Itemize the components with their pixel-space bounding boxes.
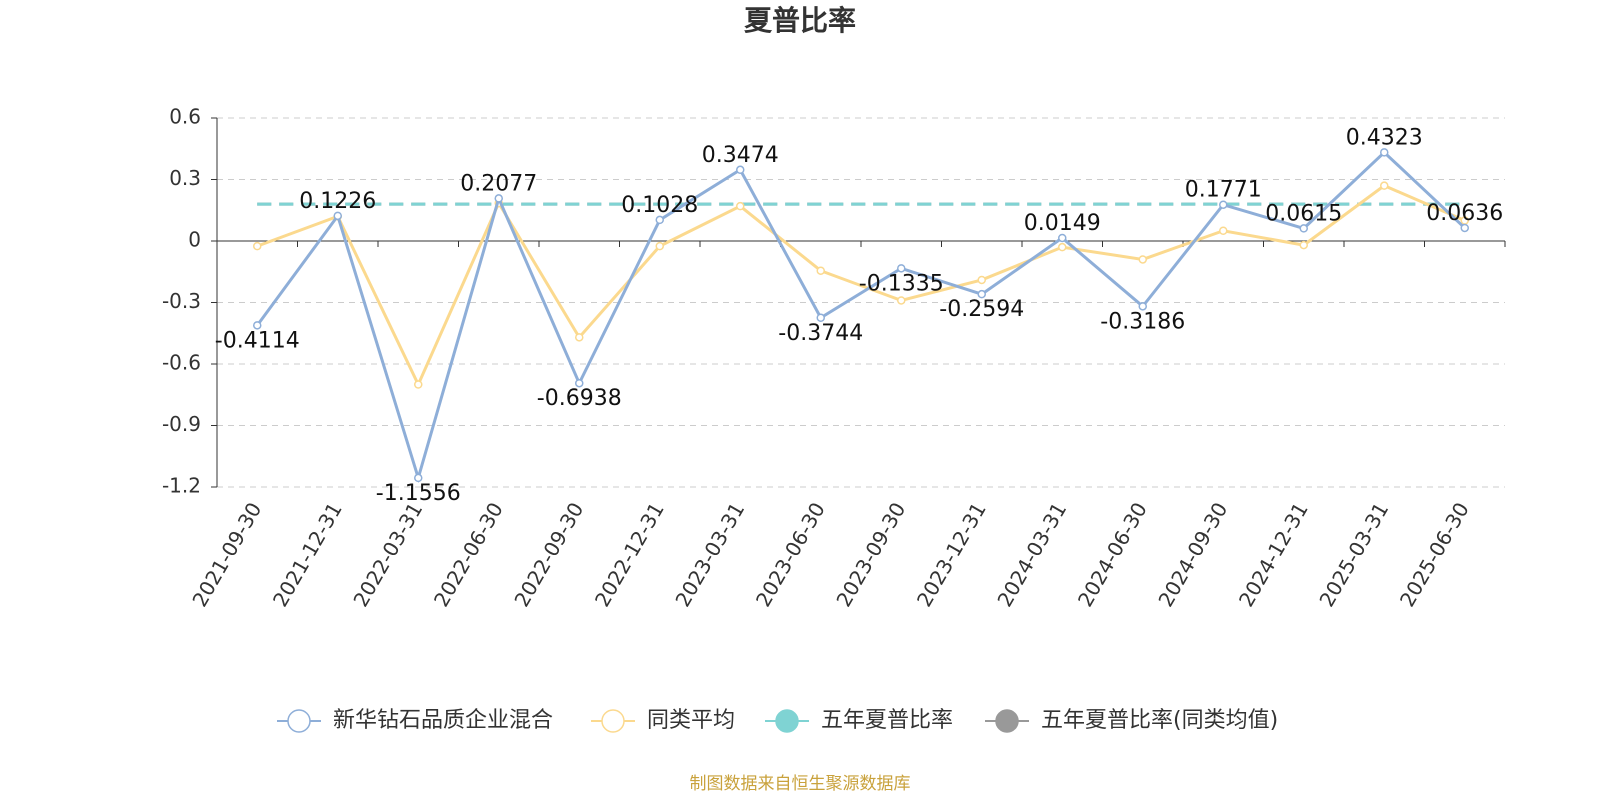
point [1219, 200, 1228, 209]
legend-marker [601, 709, 625, 733]
data-label: 0.1226 [299, 189, 376, 214]
data-label: -0.3744 [778, 321, 863, 346]
point [1138, 255, 1147, 264]
legend-marker [995, 709, 1019, 733]
point [414, 473, 423, 483]
y-tick-label: -0.3 [162, 289, 201, 313]
point [1460, 223, 1469, 233]
point [655, 215, 664, 225]
x-tick-label: 2024-03-31 [992, 498, 1071, 611]
point [816, 313, 825, 323]
x-tick-label: 2025-06-30 [1395, 498, 1474, 611]
point [736, 165, 745, 175]
data-label: -0.4114 [215, 328, 300, 353]
data-label: 0.0615 [1265, 201, 1342, 226]
point [414, 380, 423, 389]
data-label: -0.2594 [939, 297, 1024, 322]
y-tick-label: 0.6 [169, 105, 201, 129]
series-line [256, 150, 1466, 484]
x-tick-label: 2022-03-31 [348, 498, 427, 611]
data-label: 0.0149 [1024, 211, 1101, 236]
y-tick-label: -0.6 [162, 351, 201, 375]
y-tick-label: 0.3 [169, 166, 201, 190]
legend-label: 新华钻石品质企业混合 [333, 708, 553, 733]
point [1380, 181, 1389, 190]
x-tick-label: 2021-09-30 [187, 498, 266, 611]
point [1138, 302, 1147, 311]
point [977, 289, 986, 299]
point [736, 201, 745, 211]
point [333, 211, 342, 221]
point [816, 266, 825, 275]
point [897, 264, 906, 273]
x-tick-label: 2023-09-30 [831, 498, 910, 611]
point [1219, 226, 1228, 235]
legend-label: 五年夏普比率 [821, 708, 953, 733]
point [575, 378, 584, 388]
y-tick-label: 0 [188, 228, 201, 252]
x-tick-label: 2024-06-30 [1073, 498, 1152, 611]
x-tick-label: 2024-09-30 [1153, 498, 1232, 611]
x-tick-label: 2023-03-31 [670, 498, 749, 611]
x-tick-label: 2022-12-31 [590, 498, 669, 611]
legend-marker [287, 709, 311, 733]
x-tick-label: 2023-06-30 [751, 498, 830, 611]
point [494, 194, 503, 203]
data-label: 0.2077 [460, 171, 537, 196]
point [253, 321, 262, 330]
x-tick-label: 2025-03-31 [1314, 498, 1393, 611]
data-label: -0.1335 [859, 271, 944, 296]
y-tick-label: -0.9 [162, 412, 201, 436]
x-tick-label: 2024-12-31 [1234, 498, 1313, 611]
data-label: -1.1556 [376, 481, 461, 506]
data-label: 0.4323 [1346, 125, 1423, 150]
x-tick-label: 2023-12-31 [912, 498, 991, 611]
x-tick-label: 2021-12-31 [268, 498, 347, 611]
source-note: 制图数据来自恒生聚源数据库 [690, 774, 911, 794]
point [1380, 148, 1389, 157]
data-label: 0.3474 [702, 143, 779, 168]
series-line [256, 183, 1466, 389]
data-label: 0.1028 [621, 193, 698, 218]
point [977, 275, 986, 285]
point [1058, 242, 1067, 252]
point [575, 333, 584, 342]
y-tick-label: -1.2 [162, 474, 201, 498]
data-label: -0.3186 [1100, 309, 1185, 334]
x-tick-label: 2022-09-30 [509, 498, 588, 611]
point [1058, 233, 1067, 243]
data-label: -0.6938 [537, 386, 622, 411]
legend-label: 五年夏普比率(同类均值) [1041, 708, 1278, 733]
legend-marker [775, 709, 799, 733]
data-label: 0.0636 [1426, 201, 1503, 226]
chart-title: 夏普比率 [744, 4, 856, 37]
point [655, 241, 664, 251]
legend-label: 同类平均 [647, 708, 735, 733]
point [897, 296, 906, 305]
x-tick-label: 2022-06-30 [429, 498, 508, 611]
point [1299, 224, 1308, 233]
point [1299, 240, 1308, 250]
data-label: 0.1771 [1185, 178, 1262, 203]
point [253, 241, 262, 251]
